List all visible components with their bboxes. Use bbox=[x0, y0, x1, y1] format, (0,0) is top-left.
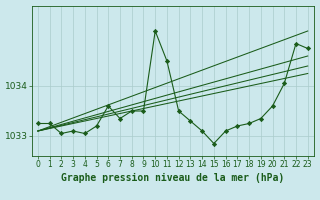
X-axis label: Graphe pression niveau de la mer (hPa): Graphe pression niveau de la mer (hPa) bbox=[61, 173, 284, 183]
